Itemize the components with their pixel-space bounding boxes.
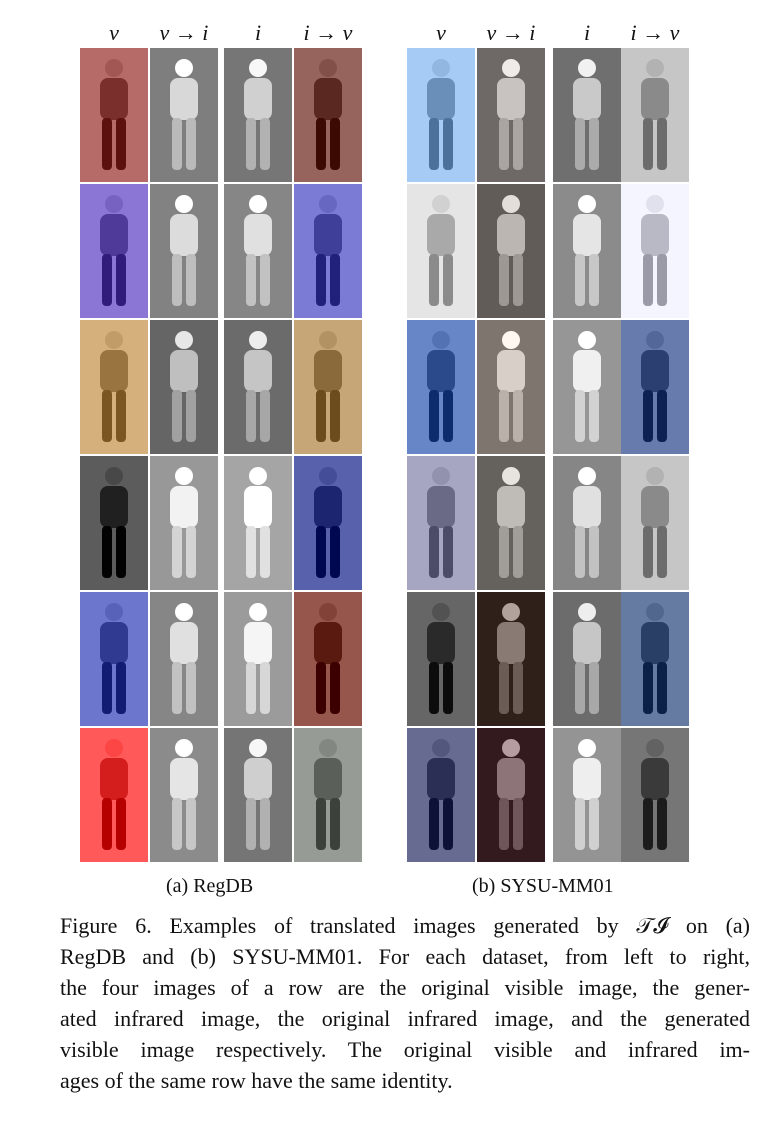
column-headers: v v → i i i → v xyxy=(407,20,689,48)
person-image xyxy=(150,320,218,454)
column-header: v xyxy=(436,20,446,45)
person-image xyxy=(407,456,475,590)
sub-caption-regdb: (a) RegDB xyxy=(166,875,254,897)
column-header: i → v xyxy=(630,20,680,45)
column-header: v → i xyxy=(159,20,209,45)
person-image xyxy=(621,48,689,182)
column-header: v → i xyxy=(486,20,536,45)
person-image xyxy=(407,728,475,862)
person-image xyxy=(224,592,292,726)
person-image xyxy=(80,184,148,318)
column-header: i xyxy=(254,20,262,45)
person-image xyxy=(294,48,362,182)
person-image xyxy=(621,320,689,454)
person-image xyxy=(150,728,218,862)
person-image xyxy=(553,320,621,454)
person-image xyxy=(553,728,621,862)
person-image xyxy=(224,48,292,182)
person-image xyxy=(294,728,362,862)
person-image xyxy=(477,728,545,862)
person-image xyxy=(294,184,362,318)
person-image xyxy=(407,184,475,318)
person-image xyxy=(621,592,689,726)
person-image xyxy=(80,728,148,862)
figure-caption: Figure 6. Examples of translated images … xyxy=(60,910,750,1096)
person-image xyxy=(407,592,475,726)
sub-caption-sysu: (b) SYSU-MM01 xyxy=(472,875,614,897)
column-header: i xyxy=(583,20,591,45)
person-image xyxy=(224,320,292,454)
person-image xyxy=(407,320,475,454)
column-headers: v v → i i i → v xyxy=(80,20,362,48)
person-image xyxy=(553,456,621,590)
column-header: v xyxy=(109,20,119,45)
person-image xyxy=(621,728,689,862)
person-image xyxy=(477,456,545,590)
caption-line: the four images of a row are the origina… xyxy=(60,975,750,1000)
column-header: i → v xyxy=(303,20,353,45)
person-image xyxy=(477,48,545,182)
person-image xyxy=(80,48,148,182)
person-image xyxy=(294,592,362,726)
panel-sysu: v v → i i i → v xyxy=(407,20,689,862)
person-image xyxy=(553,184,621,318)
person-image xyxy=(621,456,689,590)
panel-regdb: v v → i i i → v xyxy=(80,20,362,862)
person-image xyxy=(150,456,218,590)
caption-line: ages of the same row have the same ident… xyxy=(60,1068,453,1093)
person-image xyxy=(224,728,292,862)
person-image xyxy=(477,320,545,454)
person-image xyxy=(150,48,218,182)
caption-line: ated infrared image, the original infrar… xyxy=(60,1006,750,1031)
person-image xyxy=(80,456,148,590)
caption-line: visible image respectively. The original… xyxy=(60,1037,750,1062)
person-image xyxy=(477,184,545,318)
person-image xyxy=(294,456,362,590)
person-image xyxy=(150,184,218,318)
person-image xyxy=(224,456,292,590)
person-image xyxy=(621,184,689,318)
person-image xyxy=(553,592,621,726)
caption-line: Figure 6. Examples of translated images … xyxy=(60,913,750,938)
person-image xyxy=(80,320,148,454)
person-image xyxy=(477,592,545,726)
person-image xyxy=(80,592,148,726)
person-image xyxy=(407,48,475,182)
person-image xyxy=(150,592,218,726)
person-image xyxy=(553,48,621,182)
caption-line: RegDB and (b) SYSU-MM01. For each datase… xyxy=(60,944,750,969)
person-image xyxy=(294,320,362,454)
person-image xyxy=(224,184,292,318)
